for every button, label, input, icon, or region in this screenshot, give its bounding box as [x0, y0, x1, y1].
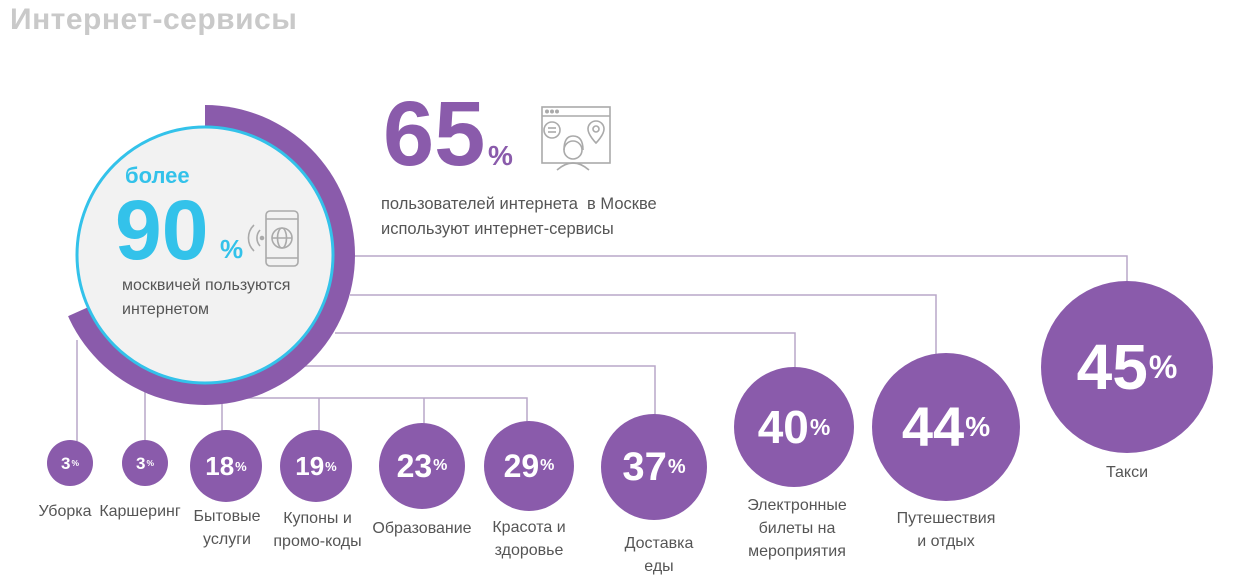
service-carsharing-label: Каршеринг: [99, 503, 181, 520]
service-unit: %: [433, 457, 448, 474]
connector-travel: [350, 294, 937, 355]
page-title: Интернет-сервисы: [10, 3, 298, 36]
main-stat-prefix: более: [125, 163, 190, 188]
service-beauty-label: Красота и здоровье: [479, 516, 579, 562]
label-line: Красота и: [492, 519, 566, 536]
browser-user-icon: [541, 106, 611, 171]
service-value: 45: [1076, 331, 1148, 403]
service-education-label: Образование: [372, 520, 472, 537]
service-food-circle: 37%: [601, 414, 707, 520]
label-line: Бытовые: [193, 508, 261, 525]
service-value: 23: [396, 448, 433, 484]
label-line: Купоны и: [283, 510, 352, 527]
service-cleaning-circle: 3%: [47, 440, 93, 486]
service-unit: %: [235, 458, 247, 474]
label-line: промо-коды: [273, 533, 362, 550]
connector-tickets: [335, 332, 796, 368]
service-unit: %: [667, 456, 686, 478]
service-value: 19: [295, 451, 325, 481]
service-household-circle: 18%: [190, 430, 262, 502]
service-value: 44: [901, 395, 965, 458]
label-line: мероприятия: [748, 543, 846, 560]
secondary-stat-text-line2: используют интернет-сервисы: [381, 220, 614, 238]
service-coupons-circle: 19%: [280, 430, 352, 502]
secondary-stat-unit: %: [488, 140, 513, 171]
service-value: 18: [205, 451, 235, 481]
service-value: 3: [135, 453, 146, 473]
service-unit: %: [325, 458, 337, 474]
label-line: Электронные: [747, 497, 847, 514]
smartphone-wifi-icon: [247, 210, 299, 267]
connector-beauty: [222, 397, 528, 425]
service-education-circle: 23%: [379, 423, 465, 509]
service-value: 3: [60, 453, 71, 473]
service-travel-circle: 44%: [872, 353, 1020, 501]
label-line: еды: [644, 558, 674, 575]
service-tickets-circle: 40%: [734, 367, 854, 487]
label-line: Доставка: [624, 535, 694, 552]
secondary-stat-value: 65: [383, 83, 486, 185]
secondary-stat-text: пользователей интернета в Москве использ…: [381, 192, 701, 242]
service-travel-label: Путешествия и отдых: [886, 507, 1006, 553]
service-taxi-label: Такси: [1105, 464, 1149, 481]
service-food-label: Доставка еды: [609, 532, 709, 578]
service-unit: %: [1148, 349, 1178, 385]
service-taxi-circle: 45%: [1041, 281, 1213, 453]
service-value: 37: [622, 445, 667, 489]
service-unit: %: [809, 413, 831, 440]
main-stat-text: москвичей пользуются интернетом: [122, 277, 291, 318]
label-line: билеты на: [758, 520, 836, 537]
service-unit: %: [965, 411, 991, 442]
main-stat-value: 90: [115, 183, 209, 277]
service-unit: %: [540, 457, 555, 474]
label-line: здоровье: [494, 542, 564, 559]
service-value: 40: [757, 401, 809, 453]
service-beauty-circle: 29%: [484, 421, 574, 511]
service-unit: %: [71, 457, 80, 468]
label-line: услуги: [203, 531, 251, 548]
service-carsharing-circle: 3%: [122, 440, 168, 486]
secondary-stat-text-line1: пользователей интернета в Москве: [381, 195, 657, 213]
service-household-label: Бытовые услуги: [177, 505, 277, 551]
service-tickets-label: Электронные билеты на мероприятия: [737, 494, 857, 563]
service-value: 29: [503, 448, 540, 484]
label-line: Путешествия: [896, 510, 996, 527]
main-stat-unit: %: [220, 234, 244, 264]
connector-taxi: [350, 255, 1128, 285]
service-cleaning-label: Уборка: [38, 503, 92, 520]
connector-food: [300, 365, 656, 415]
label-line: и отдых: [917, 533, 975, 550]
service-unit: %: [146, 457, 155, 468]
service-coupons-label: Купоны и промо-коды: [265, 507, 370, 553]
inner-disk: [75, 125, 335, 385]
